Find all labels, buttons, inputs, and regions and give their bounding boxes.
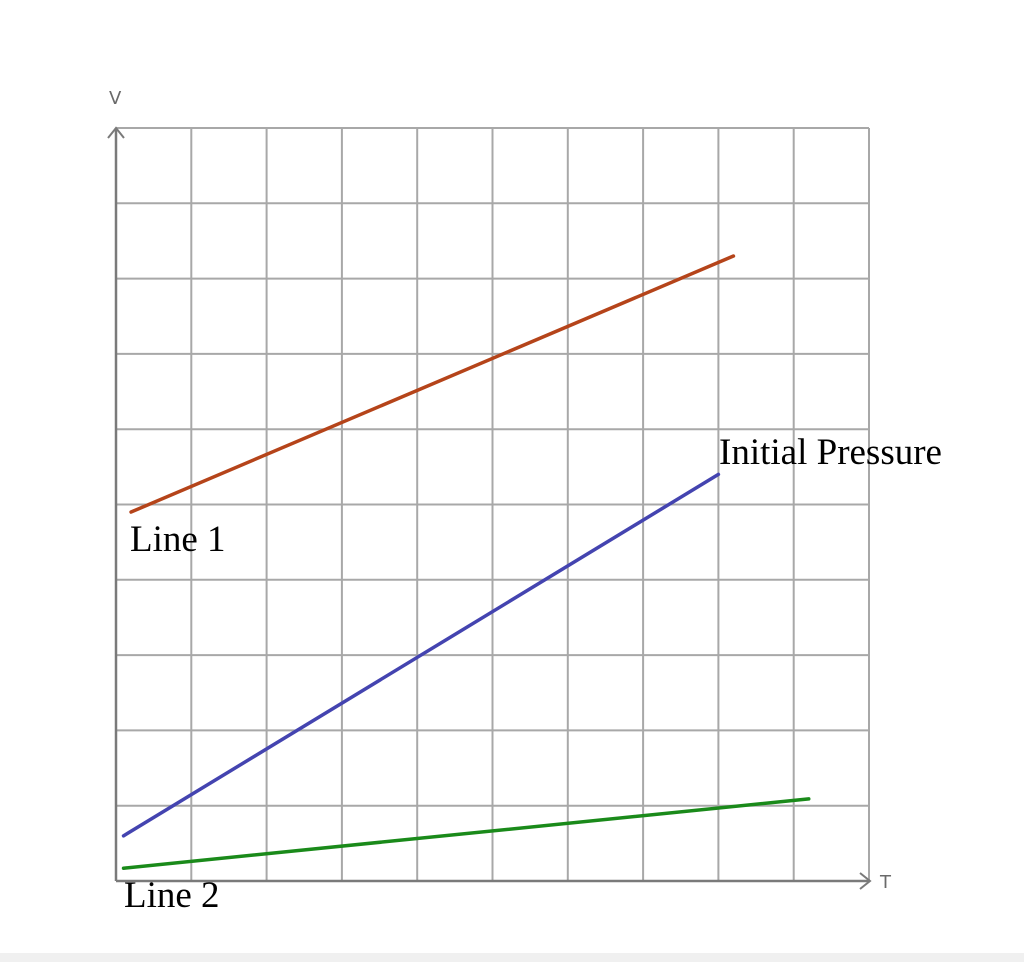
series-line-2 xyxy=(121,472,721,838)
bottom-border-strip xyxy=(0,953,1024,962)
axes: T V xyxy=(107,88,892,893)
y-axis-label: V xyxy=(109,88,122,109)
series-label-line-1: Line 1 xyxy=(130,519,226,560)
x-axis-arrowhead xyxy=(859,872,872,890)
y-axis-arrowhead xyxy=(107,126,125,139)
series-lines xyxy=(121,254,811,870)
series-line-3 xyxy=(121,797,811,870)
grid xyxy=(115,127,870,882)
series-labels: Line 1 Initial Pressure Line 2 xyxy=(124,432,942,916)
x-axis-label: T xyxy=(879,872,892,893)
series-label-line-2: Line 2 xyxy=(124,875,220,916)
series-label-initial-pressure: Initial Pressure xyxy=(719,432,942,473)
series-line-1 xyxy=(129,254,736,514)
